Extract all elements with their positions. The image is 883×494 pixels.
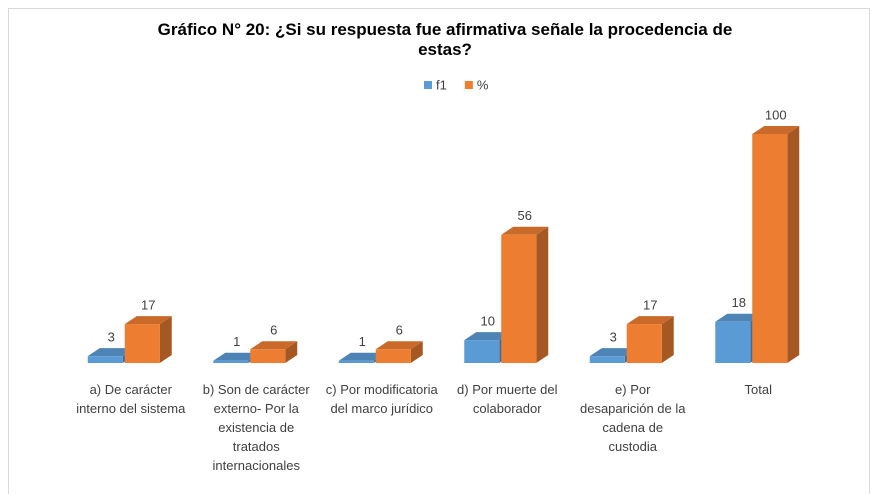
bar-top bbox=[626, 316, 674, 325]
bar-side bbox=[410, 341, 423, 363]
data-label: 56 bbox=[518, 208, 532, 223]
data-label: 1 bbox=[359, 334, 366, 349]
legend-label: % bbox=[477, 77, 489, 92]
bar-front bbox=[501, 234, 537, 363]
bar-front bbox=[464, 340, 500, 363]
bar-top bbox=[589, 348, 637, 357]
legend-label: f1 bbox=[436, 77, 447, 92]
data-label: 6 bbox=[396, 323, 403, 338]
bar bbox=[752, 126, 800, 363]
x-tick-label: Total bbox=[744, 382, 772, 397]
x-tick-label: c) Por modificatoria del marco jurídico bbox=[325, 382, 438, 416]
bar-top bbox=[87, 348, 135, 357]
bar-front bbox=[375, 349, 411, 363]
bar-top bbox=[124, 316, 172, 325]
chart-title: Gráfico N° 20: ¿Si su respuesta fue afir… bbox=[157, 20, 733, 59]
bar-front bbox=[124, 324, 160, 363]
data-label: 100 bbox=[765, 107, 787, 122]
data-label: 17 bbox=[643, 298, 657, 313]
bar bbox=[375, 341, 423, 363]
bar-front bbox=[626, 324, 662, 363]
x-tick-label: e) Por desaparición de la cadena de cust… bbox=[579, 382, 686, 454]
data-label: 3 bbox=[108, 330, 115, 345]
bar-top bbox=[464, 332, 512, 341]
bar-side bbox=[536, 226, 549, 363]
legend-swatch bbox=[424, 81, 432, 89]
bar-top bbox=[375, 341, 423, 350]
bar bbox=[124, 316, 172, 363]
bar-front bbox=[752, 134, 788, 363]
bar-top bbox=[250, 341, 298, 350]
bar-top bbox=[338, 352, 386, 361]
bar-side bbox=[285, 341, 298, 363]
bar-front bbox=[715, 321, 751, 363]
bar-top bbox=[213, 352, 261, 361]
x-tick-label: a) De carácter interno del sistema bbox=[76, 382, 186, 416]
bar-side bbox=[159, 316, 172, 363]
data-label: 1 bbox=[233, 334, 240, 349]
data-label: 17 bbox=[141, 298, 155, 313]
x-tick-label: b) Son de carácter externo- Por la exist… bbox=[202, 382, 310, 473]
chart-frame bbox=[8, 8, 870, 494]
bar-front bbox=[213, 360, 249, 363]
data-label: 18 bbox=[732, 295, 746, 310]
bar bbox=[501, 226, 549, 363]
data-label: 6 bbox=[270, 323, 277, 338]
bar-top bbox=[715, 313, 763, 322]
bar-front bbox=[87, 356, 123, 363]
bar-top bbox=[501, 226, 549, 235]
bar-front bbox=[338, 360, 374, 363]
bar bbox=[250, 341, 298, 363]
bar-front bbox=[250, 349, 286, 363]
bar-side bbox=[661, 316, 674, 363]
data-label: 10 bbox=[481, 314, 495, 329]
bar bbox=[626, 316, 674, 363]
bar-side bbox=[787, 126, 800, 363]
data-label: 3 bbox=[610, 330, 617, 345]
bar-front bbox=[589, 356, 625, 363]
x-tick-label: d) Por muerte del colaborador bbox=[457, 382, 558, 416]
legend-swatch bbox=[464, 81, 473, 89]
bar-top bbox=[752, 126, 800, 134]
